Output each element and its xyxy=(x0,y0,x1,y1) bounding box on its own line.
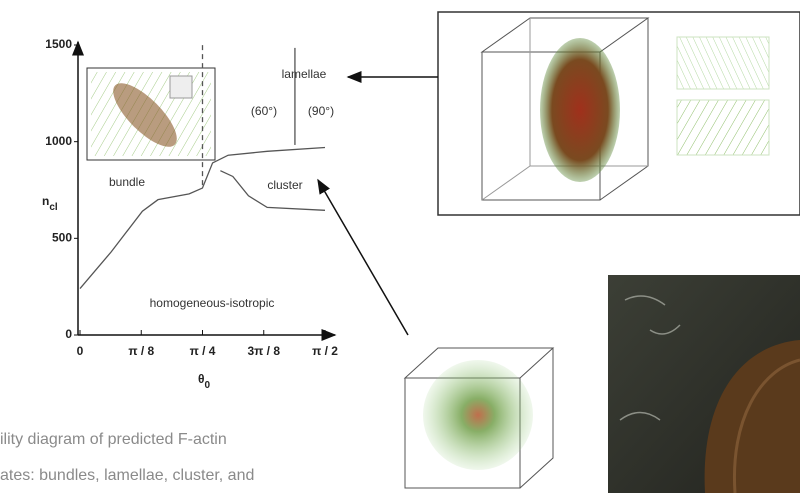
y-tick-label: 1000 xyxy=(45,134,72,148)
y-tick-label: 0 xyxy=(65,327,72,341)
x-tick-label: 0 xyxy=(77,344,84,358)
x-tick-label: π / 2 xyxy=(312,344,338,358)
x-axis-symbol: θ xyxy=(198,372,205,386)
annotation: lamellae xyxy=(282,67,327,81)
caption-line: ility diagram of predicted F-actin xyxy=(0,431,227,448)
x-axis-label: θ0 xyxy=(198,372,211,390)
annotation: cluster xyxy=(267,178,302,192)
inset-image xyxy=(86,67,216,161)
y-axis-subscript: cl xyxy=(49,202,58,213)
annotation: (60°) xyxy=(251,104,277,118)
photo xyxy=(608,275,800,493)
arrow xyxy=(317,178,409,336)
boundary-line xyxy=(220,170,326,211)
caption-line: ates: bundles, lamellae, cluster, and xyxy=(0,467,254,484)
y-tick-label: 1500 xyxy=(45,37,72,51)
y-axis-symbol: n xyxy=(42,194,49,208)
annotation: homogeneous-isotropic xyxy=(150,296,275,310)
x-tick-label: π / 8 xyxy=(128,344,154,358)
cluster-image xyxy=(403,347,555,489)
axes xyxy=(72,40,337,341)
lamellae-image xyxy=(437,11,800,216)
x-tick-label: 3π / 8 xyxy=(247,344,280,358)
annotation: (90°) xyxy=(308,104,334,118)
x-tick-label: π / 4 xyxy=(190,344,216,358)
x-axis-subscript: 0 xyxy=(205,380,211,391)
annotation: bundle xyxy=(109,175,145,189)
y-axis-label: ncl xyxy=(42,194,58,212)
boundary-line xyxy=(79,146,326,290)
y-tick-label: 500 xyxy=(52,231,72,245)
